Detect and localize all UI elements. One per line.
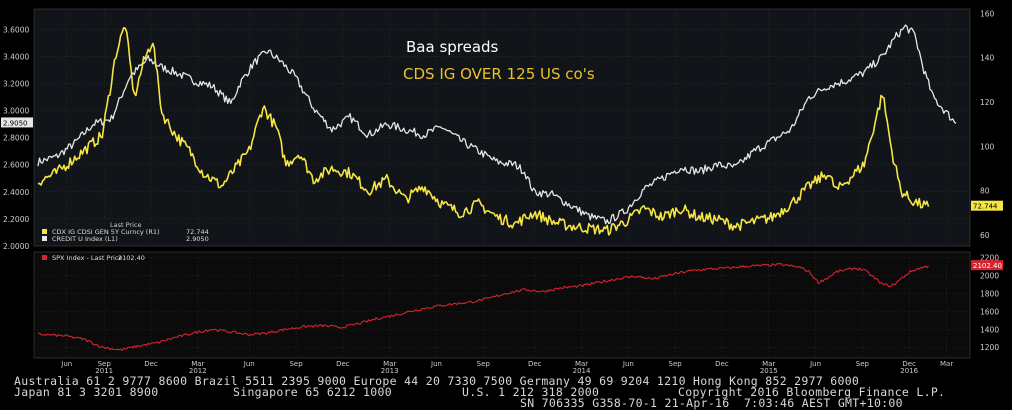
spx-last-value-tag-box bbox=[971, 260, 1003, 271]
lower-right-axis-tick-label: 2000 bbox=[980, 271, 999, 280]
x-tick-label: Jun bbox=[622, 360, 634, 368]
legend-swatch bbox=[42, 229, 47, 234]
right-axis-tick-label: 120 bbox=[980, 98, 995, 107]
right-last-value-tag: 72.744 bbox=[973, 203, 998, 211]
lower-right-axis-tick-label: 1200 bbox=[980, 343, 999, 352]
right-last-value-tag-box bbox=[971, 200, 1003, 211]
x-tick-year-label: 2016 bbox=[900, 367, 918, 374]
footer: Australia 61 2 9777 8600 Brazil 5511 239… bbox=[0, 374, 1012, 410]
legend-header: Last Price bbox=[110, 221, 141, 229]
x-tick-year-label: 2012 bbox=[189, 367, 207, 374]
x-tick-label: Mar bbox=[940, 360, 953, 368]
x-tick-label: Sep bbox=[669, 360, 683, 368]
footer-contacts-line1: Australia 61 2 9777 8600 Brazil 5511 239… bbox=[14, 374, 860, 388]
x-tick-label: Jun bbox=[809, 360, 821, 368]
x-tick-label: Mar bbox=[191, 360, 204, 368]
left-last-value-tag: 2.9050 bbox=[3, 119, 28, 127]
right-axis-tick-label: 100 bbox=[980, 142, 995, 151]
lower-panel bbox=[33, 251, 971, 359]
x-tick-label: Sep bbox=[856, 360, 870, 368]
x-tick-label: Mar bbox=[575, 360, 588, 368]
x-tick-label: Jun bbox=[60, 360, 72, 368]
x-tick-label: Jun bbox=[430, 360, 442, 368]
lower-right-axis-tick-label: 1800 bbox=[980, 289, 999, 298]
footer-contacts-us: U.S. 1 212 318 2000 bbox=[462, 385, 600, 399]
upper-panel bbox=[33, 8, 971, 247]
x-tick-label: Dec bbox=[902, 360, 916, 368]
footer-session-info: SN 706335 G358-70-1 21-Apr-16 7:03:46 AE… bbox=[520, 396, 903, 410]
x-tick-year-label: 2011 bbox=[95, 367, 113, 374]
spx-index-line bbox=[37, 263, 929, 351]
x-tick-year-label: 2014 bbox=[573, 367, 591, 374]
left-axis-tick-label: 3.4000 bbox=[3, 52, 29, 61]
left-axis-tick-label: 2.4000 bbox=[3, 188, 29, 197]
left-axis-tick-label: 2.8000 bbox=[3, 134, 29, 143]
legend-value: 72.744 bbox=[186, 228, 209, 236]
right-axis-tick-label: 160 bbox=[980, 9, 995, 18]
cds-ig-line bbox=[37, 26, 930, 236]
x-tick-label: Sep bbox=[98, 360, 112, 368]
left-axis-tick-label: 3.2000 bbox=[3, 79, 29, 88]
lower-right-axis-tick-label: 2200 bbox=[980, 253, 999, 262]
legend-value: 2.9050 bbox=[186, 235, 209, 243]
legend-label: CREDIT U Index (L1) bbox=[52, 235, 118, 243]
legend-label: CDX IG CDSI GEN 5Y Curncy (R1) bbox=[52, 228, 160, 236]
x-tick-label: Dec bbox=[715, 360, 729, 368]
x-tick-label: Jun bbox=[243, 360, 255, 368]
x-tick-year-label: 2013 bbox=[381, 367, 399, 374]
x-tick-year-label: 2015 bbox=[760, 367, 778, 374]
spx-legend-swatch bbox=[42, 255, 47, 260]
left-axis-tick-label: 2.2000 bbox=[3, 215, 29, 224]
spx-legend-label: SPX Index - Last Price bbox=[52, 254, 122, 262]
left-last-value-tag-box bbox=[1, 117, 33, 128]
spx-last-value-tag: 2102.40 bbox=[973, 262, 1002, 270]
footer-copyright: Copyright 2016 Bloomberg Finance L.P. bbox=[678, 385, 946, 399]
x-tick-label: Dec bbox=[528, 360, 542, 368]
left-axis-tick-label: 3.6000 bbox=[3, 25, 29, 34]
lower-right-axis-tick-label: 1600 bbox=[980, 307, 999, 316]
left-axis-tick-label: 3.0000 bbox=[3, 107, 29, 116]
left-axis-tick-label: 2.6000 bbox=[3, 161, 29, 170]
baa-spread-line bbox=[37, 24, 957, 225]
left-axis-tick-label: 2.0000 bbox=[3, 242, 29, 251]
x-tick-label: Mar bbox=[383, 360, 396, 368]
footer-contacts-singapore: Singapore 65 6212 1000 bbox=[233, 385, 392, 399]
right-axis-tick-label: 140 bbox=[980, 54, 995, 63]
spx-legend-value: 2102.40 bbox=[118, 254, 145, 262]
legend-swatch bbox=[42, 236, 47, 241]
x-tick-label: Mar bbox=[762, 360, 775, 368]
right-axis-tick-label: 60 bbox=[980, 231, 990, 240]
x-tick-label: Dec bbox=[336, 360, 350, 368]
annotation-baa-spreads: Baa spreads bbox=[406, 38, 499, 56]
x-tick-label: Sep bbox=[477, 360, 491, 368]
x-tick-label: Dec bbox=[144, 360, 158, 368]
footer-contacts-japan: Japan 81 3 3201 8900 bbox=[14, 385, 159, 399]
right-axis-tick-label: 80 bbox=[980, 187, 990, 196]
bloomberg-chart: 3.6000 3.4000 3.2000 3.0000 2.8000 2.6000 2.40… bbox=[1, 8, 1003, 374]
lower-right-axis-tick-label: 1400 bbox=[980, 325, 999, 334]
x-tick-label: Sep bbox=[289, 360, 303, 368]
annotation-cds-ig: CDS IG OVER 125 US co's bbox=[403, 65, 595, 83]
